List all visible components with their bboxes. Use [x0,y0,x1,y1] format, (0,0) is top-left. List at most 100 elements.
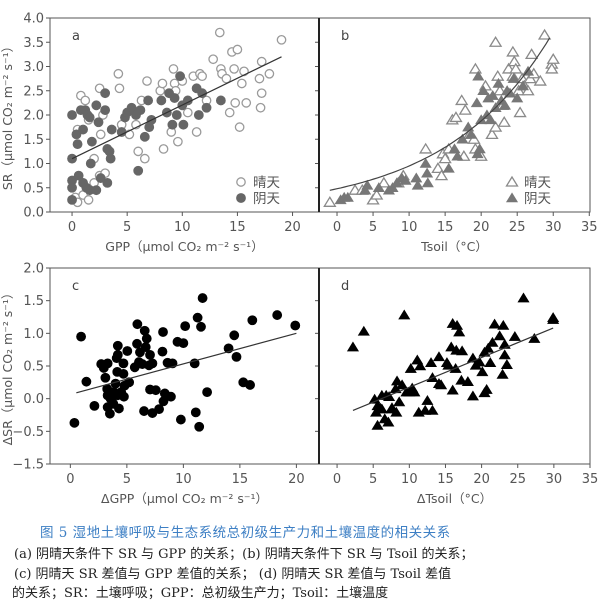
data-point [214,27,225,38]
panel-c: 0 5 10 15 20 −1.5 −0.5 0.0 0.5 1.0 1.5 2.0 c ΔGPP（μmo… [0,262,320,506]
data-point [385,403,399,414]
data-point [167,119,178,130]
data-point [507,73,520,83]
y-tick-label: −1.5 [12,458,44,473]
data-point [91,185,102,196]
y-tick-label: 3.5 [23,36,44,51]
data-point [496,368,509,379]
data-point [190,407,201,418]
data-point [371,419,384,430]
data-point [471,148,484,159]
data-point [375,403,388,414]
data-point [498,99,511,110]
data-point [84,112,95,123]
x-axis-label: ΔGPP（μmol CO₂ m⁻² s⁻¹） [101,491,268,506]
data-point [135,105,146,116]
x-tick-label: 15 [437,220,454,235]
x-tick-label: 5 [123,472,131,487]
panel-label: c [72,279,79,294]
data-point [178,119,189,130]
data-point [398,309,411,320]
data-point [372,182,385,193]
data-point [359,184,372,195]
data-point [105,153,116,164]
x-tick-label: 35 [581,220,598,235]
data-point [391,375,404,386]
data-point [435,379,448,390]
data-point [432,351,445,362]
legend-marker [236,193,246,203]
data-point [467,133,481,144]
x-tick-label: 20 [473,220,490,235]
data-point [500,359,513,369]
data-point [132,338,142,349]
data-point [537,28,552,40]
data-point [421,177,434,188]
data-point [484,114,497,125]
data-point [245,380,255,390]
data-point [412,406,425,417]
data-point [475,114,488,125]
x-tick-label: 0 [333,472,341,487]
y-tick-label: 1.0 [23,157,44,172]
data-point [498,338,511,349]
data-point [516,80,530,91]
data-point [492,77,505,88]
data-point [158,144,169,154]
x-tick-label: 0 [333,220,341,235]
data-point [171,110,182,120]
data-point [419,142,433,154]
data-point [224,107,235,118]
data-point [230,98,241,108]
x-tick-label: 25 [509,472,526,487]
data-point [157,346,168,357]
data-point [466,390,479,401]
data-point [254,73,265,84]
data-point [71,129,82,140]
data-point [256,88,267,99]
data-point [229,330,240,341]
data-point [231,351,242,362]
data-point [168,64,179,74]
data-point [247,315,258,326]
data-point [112,340,123,351]
data-point [511,92,524,103]
data-point [67,194,77,205]
y-axis-label: ΔSR（μmol CO₂ m⁻² s⁻¹） [0,287,15,446]
data-point [382,416,395,427]
data-point [141,333,152,344]
data-point [232,44,243,55]
data-point [456,133,469,144]
y-tick-label: 1.5 [23,133,44,148]
legend-marker [505,175,519,187]
y-axis-label: SR（μmol CO₂ m⁻² s⁻¹） [0,40,15,190]
data-point [102,177,113,188]
legend-marker [505,192,519,203]
data-point [150,385,161,396]
data-point [488,318,501,329]
data-point [477,85,490,96]
data-point [468,62,483,74]
data-point [403,386,416,397]
x-tick-label: 5 [369,472,377,487]
data-point [469,359,482,370]
data-point [91,100,102,111]
data-point [426,404,439,415]
data-point [73,170,84,181]
y-tick-label: 0.5 [23,181,44,196]
data-point [119,391,129,402]
figure-caption-title: 图 5 湿地土壤呼吸与生态系统总初级生产力和土壤温度的相关关系 [40,525,451,541]
fit-curve [329,37,551,191]
data-point [456,345,469,356]
data-point [191,127,202,137]
data-point [81,376,92,387]
data-point [193,110,204,120]
data-point [154,404,164,415]
data-point [276,34,287,45]
data-point [485,128,499,140]
data-point [386,182,399,193]
plot-frame [49,267,320,465]
data-point [182,107,193,118]
data-point [442,162,455,173]
